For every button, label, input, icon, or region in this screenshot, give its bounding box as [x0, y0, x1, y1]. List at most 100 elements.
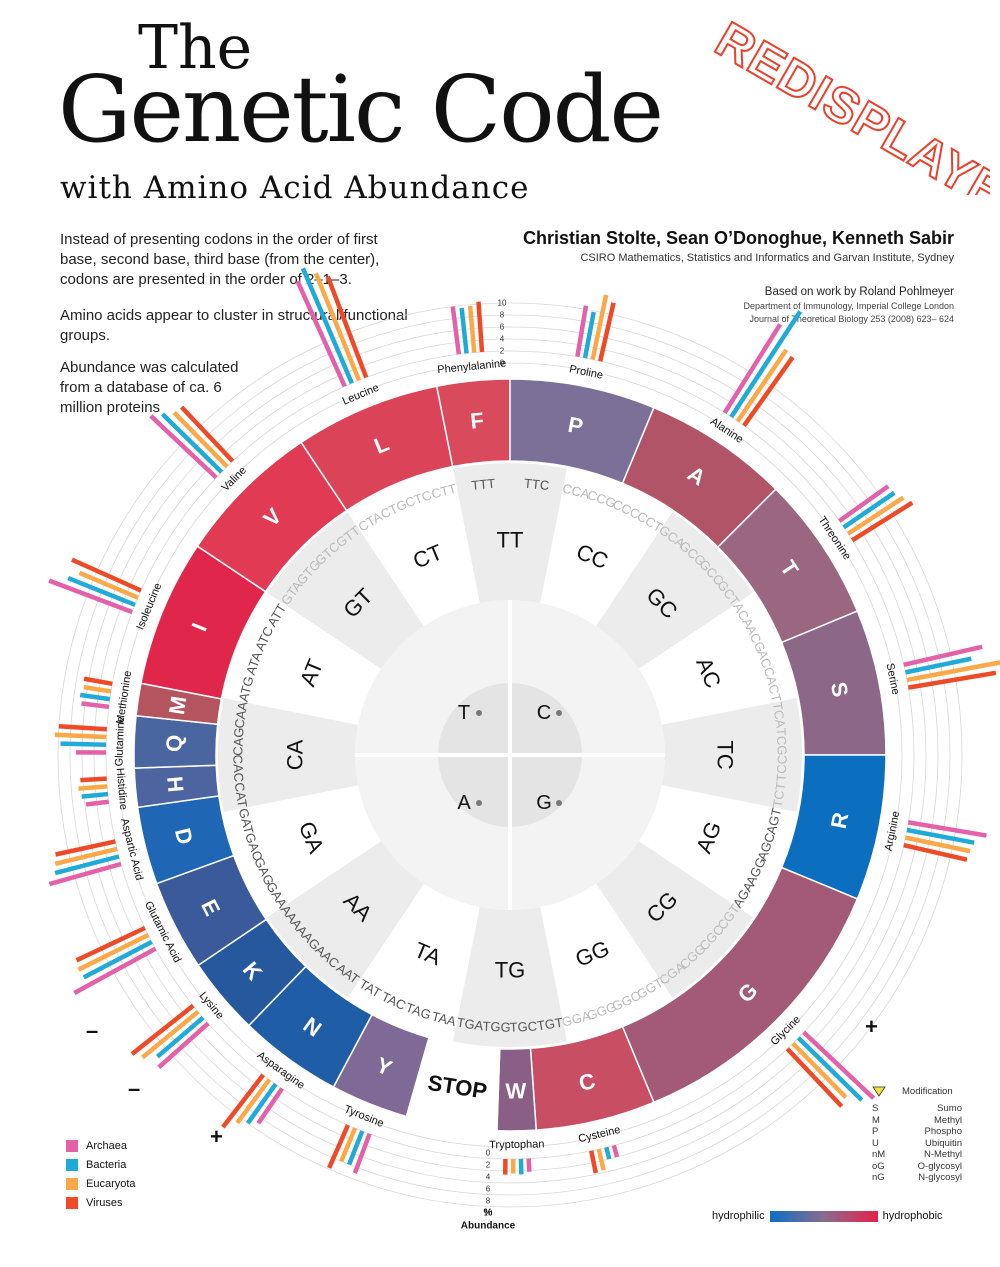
abundance-bar — [846, 495, 905, 536]
legend-swatch — [66, 1177, 78, 1190]
amino-acid-name: Serine — [884, 662, 902, 696]
abundance-bar — [300, 267, 354, 385]
modification-title: Modification — [902, 1086, 953, 1097]
dinucleotide-wedge — [540, 883, 673, 1042]
abundance-bar — [791, 1041, 848, 1099]
intro-paragraph-3: Abundance was calculated from a database… — [60, 359, 239, 416]
abundance-ring — [117, 362, 903, 1148]
abundance-bar — [295, 280, 347, 388]
journal: Journal of Theoretical Biology 253 (2008… — [749, 314, 954, 324]
scale-tick-top: 10 — [498, 299, 507, 308]
dinucleotide-wedge — [223, 785, 382, 918]
center-base-label: C — [537, 702, 551, 724]
amino-acid-name: Glutamine — [113, 716, 127, 767]
codon-label: TCC — [774, 755, 790, 782]
abundance-bar — [256, 1087, 284, 1125]
abundance-bar — [235, 1078, 272, 1125]
mod-row: S Sumo — [872, 1103, 962, 1115]
abundance-bar — [907, 820, 987, 838]
legend-swatch — [66, 1158, 78, 1171]
abundance-bar — [582, 311, 596, 359]
abundance-bar — [526, 1158, 532, 1172]
legend-item-bacteria: Bacteria — [66, 1155, 136, 1174]
legend-label: Bacteria — [86, 1158, 127, 1171]
codon-label: ATG — [236, 675, 257, 704]
codon-label: CAT — [232, 781, 251, 808]
abundance-bar — [172, 411, 229, 469]
abundance-bar — [246, 1082, 278, 1125]
codon-label: TCT — [770, 781, 789, 808]
intro-paragraph-1: Instead of presenting codons in the orde… — [60, 231, 380, 288]
abundance-bar — [81, 701, 110, 710]
scale-tick-top: 6 — [500, 323, 505, 332]
abundance-bar — [82, 939, 153, 980]
mod-row: U Ubiquitin — [872, 1138, 962, 1150]
abundance-bar — [157, 1021, 210, 1070]
abundance-bar — [80, 776, 107, 783]
dinucleotide-wedge — [596, 841, 753, 998]
amino-acid-code: R — [826, 810, 854, 831]
center-base-label: A — [457, 792, 471, 814]
abundance-bar — [54, 854, 120, 876]
charge-minus-2: – — [128, 1076, 141, 1101]
center-base-label: T — [458, 702, 470, 724]
abundance-bar — [327, 1124, 350, 1169]
amino-acid-code: Q — [161, 734, 187, 752]
authors: Christian Stolte, Sean O’Donoghue, Kenne… — [522, 228, 954, 248]
amino-acid-code: C — [576, 1068, 597, 1096]
base-dot — [476, 800, 482, 806]
abundance-bar — [73, 946, 157, 995]
abundance-bar — [905, 835, 971, 854]
abundance-bar — [155, 1015, 205, 1059]
abundance-bar — [339, 1127, 358, 1163]
dinucleotide-wedge — [347, 883, 480, 1042]
codon-label: TCA — [770, 701, 789, 729]
dinucleotide-wedge — [662, 698, 802, 812]
codon-label: TAA — [430, 1009, 458, 1030]
codon-label: TGC — [509, 1019, 537, 1035]
abundance-bar — [179, 405, 235, 463]
modification-header: Modification — [872, 1086, 962, 1097]
amino-acid-code: P — [566, 412, 585, 439]
based-on: Based on work by Roland Pohlmeyer — [764, 286, 954, 298]
dinucleotide-wedge — [638, 592, 797, 725]
redisplayed-stamp: REDISPLAYED — [706, 10, 991, 195]
abundance-ring — [93, 338, 927, 1172]
series-legend: Archaea Bacteria Eucaryota Viruses — [66, 1136, 136, 1212]
mod-name: Phospho — [924, 1126, 962, 1137]
amino-acid-code: W — [505, 1078, 526, 1103]
abundance-bar — [347, 1130, 365, 1166]
codon-label: TTT — [471, 476, 496, 493]
abundance-bar — [796, 1036, 864, 1102]
amino-acid-name: Cysteine — [577, 1124, 621, 1145]
scale-tick-top: 0 — [500, 359, 505, 368]
abundance-bar — [459, 307, 469, 354]
abundance-bar — [81, 791, 109, 799]
abundance-bar — [590, 294, 609, 360]
abundance-ring — [69, 314, 951, 1196]
abundance-bar — [476, 301, 485, 353]
abundance-bar — [160, 412, 224, 474]
amino-acid-code: M — [164, 694, 191, 716]
abundance-bar — [78, 570, 139, 600]
legend-label: Viruses — [86, 1196, 123, 1209]
mod-name: N-Methyl — [923, 1149, 962, 1160]
abundance-bar — [838, 484, 890, 523]
dinucleotide-wedge — [223, 592, 382, 725]
scale-tick-bottom: 4 — [486, 1173, 491, 1182]
mod-code: oG — [872, 1160, 885, 1172]
abundance-bar — [802, 1030, 876, 1100]
scale-tick-top: 4 — [500, 335, 505, 344]
abundance-bar — [48, 861, 122, 887]
abundance-bar — [83, 676, 113, 687]
codon-label: GGA — [560, 1008, 592, 1030]
abundance-bar — [596, 1148, 606, 1171]
mod-row: oG O-glycosyl — [872, 1161, 962, 1173]
scale-tick-top: 8 — [500, 311, 505, 320]
abundance-bar — [149, 414, 218, 480]
scale-tick-bottom: 10 — [484, 1209, 493, 1218]
codon-label: AGT — [763, 806, 784, 836]
abundance-bar — [313, 272, 362, 382]
dinucleotide-label: TG — [495, 958, 526, 983]
